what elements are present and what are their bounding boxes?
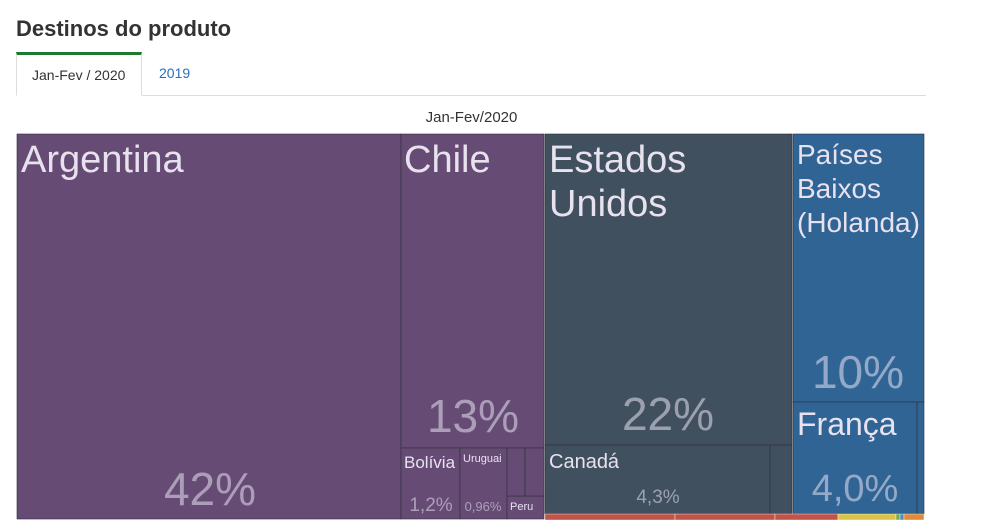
tab-bar: Jan-Fev / 2020 2019 (16, 52, 926, 96)
treemap-cell-name: Uruguai (463, 453, 502, 465)
treemap-cell-peru[interactable]: Peru (506, 495, 545, 520)
treemap-cell-name: Bolívia (404, 453, 456, 472)
treemap-minor-cell[interactable] (916, 401, 925, 515)
treemap-cell-rect (544, 444, 771, 515)
tab-2019[interactable]: 2019 (159, 65, 191, 81)
tab-jan-fev-2020[interactable]: Jan-Fev / 2020 (16, 52, 142, 96)
treemap-cell-canad-[interactable]: Canadá 4,3% (544, 444, 771, 515)
treemap-cell-rect (544, 133, 793, 446)
treemap-strip-cell[interactable] (837, 513, 897, 521)
treemap-cell-value: 0,96% (465, 499, 502, 514)
treemap-cell-value: 1,2% (409, 495, 452, 516)
treemap-cell-chile[interactable]: Chile 13% (400, 133, 545, 449)
treemap-cell-rect (792, 401, 918, 515)
treemap-cell-bol-via[interactable]: Bolívia 1,2% (400, 447, 461, 520)
treemap-cell-name: Países (797, 139, 883, 170)
treemap-cell-value: 10% (812, 346, 904, 398)
treemap-cell-name: Estados (549, 139, 686, 181)
treemap-cell-fran-a[interactable]: França 4,0% (792, 401, 918, 515)
treemap-cell-name: França (797, 406, 897, 442)
treemap-minor-cell[interactable] (769, 444, 793, 515)
treemap-strip-cell[interactable] (899, 513, 905, 521)
treemap-cell-name: Argentina (21, 139, 185, 181)
treemap-cell-rect (792, 133, 925, 403)
chart-title: Jan-Fev/2020 (425, 109, 518, 126)
treemap-strip-cell[interactable] (903, 513, 925, 521)
treemap-cell-rect (459, 447, 508, 520)
page-title: Destinos do produto (16, 16, 232, 41)
treemap-cell-value: 22% (622, 388, 714, 440)
treemap-strip-cell[interactable] (674, 513, 776, 521)
treemap-strip-cell[interactable] (544, 513, 676, 521)
treemap-minor-cell[interactable] (506, 447, 526, 497)
treemap-cell-value: 4,3% (636, 487, 679, 508)
treemap-cell-rect (400, 133, 545, 449)
treemap-cell-name: (Holanda) (797, 207, 920, 238)
treemap-strip-cell[interactable] (774, 513, 839, 521)
treemap-cell-value: 13% (427, 390, 519, 442)
treemap-cell-value: 4,0% (812, 468, 899, 510)
treemap-cell-value: 42% (164, 463, 256, 515)
treemap-cell-rect (400, 447, 461, 520)
treemap-cell-name: Baixos (797, 173, 881, 204)
treemap-strip-cell[interactable] (895, 513, 901, 521)
treemap-cell-name: Canadá (549, 451, 620, 473)
treemap-cell-name: Unidos (549, 183, 667, 225)
treemap-cell-name: Peru (510, 501, 533, 513)
treemap-minor-cell[interactable] (524, 447, 545, 497)
treemap-cell-rect (16, 133, 402, 520)
treemap-cell-name: Chile (404, 139, 491, 181)
treemap-cell-argentina[interactable]: Argentina 42% (16, 133, 402, 520)
treemap-cell-uruguai[interactable]: Uruguai 0,96% (459, 447, 508, 520)
